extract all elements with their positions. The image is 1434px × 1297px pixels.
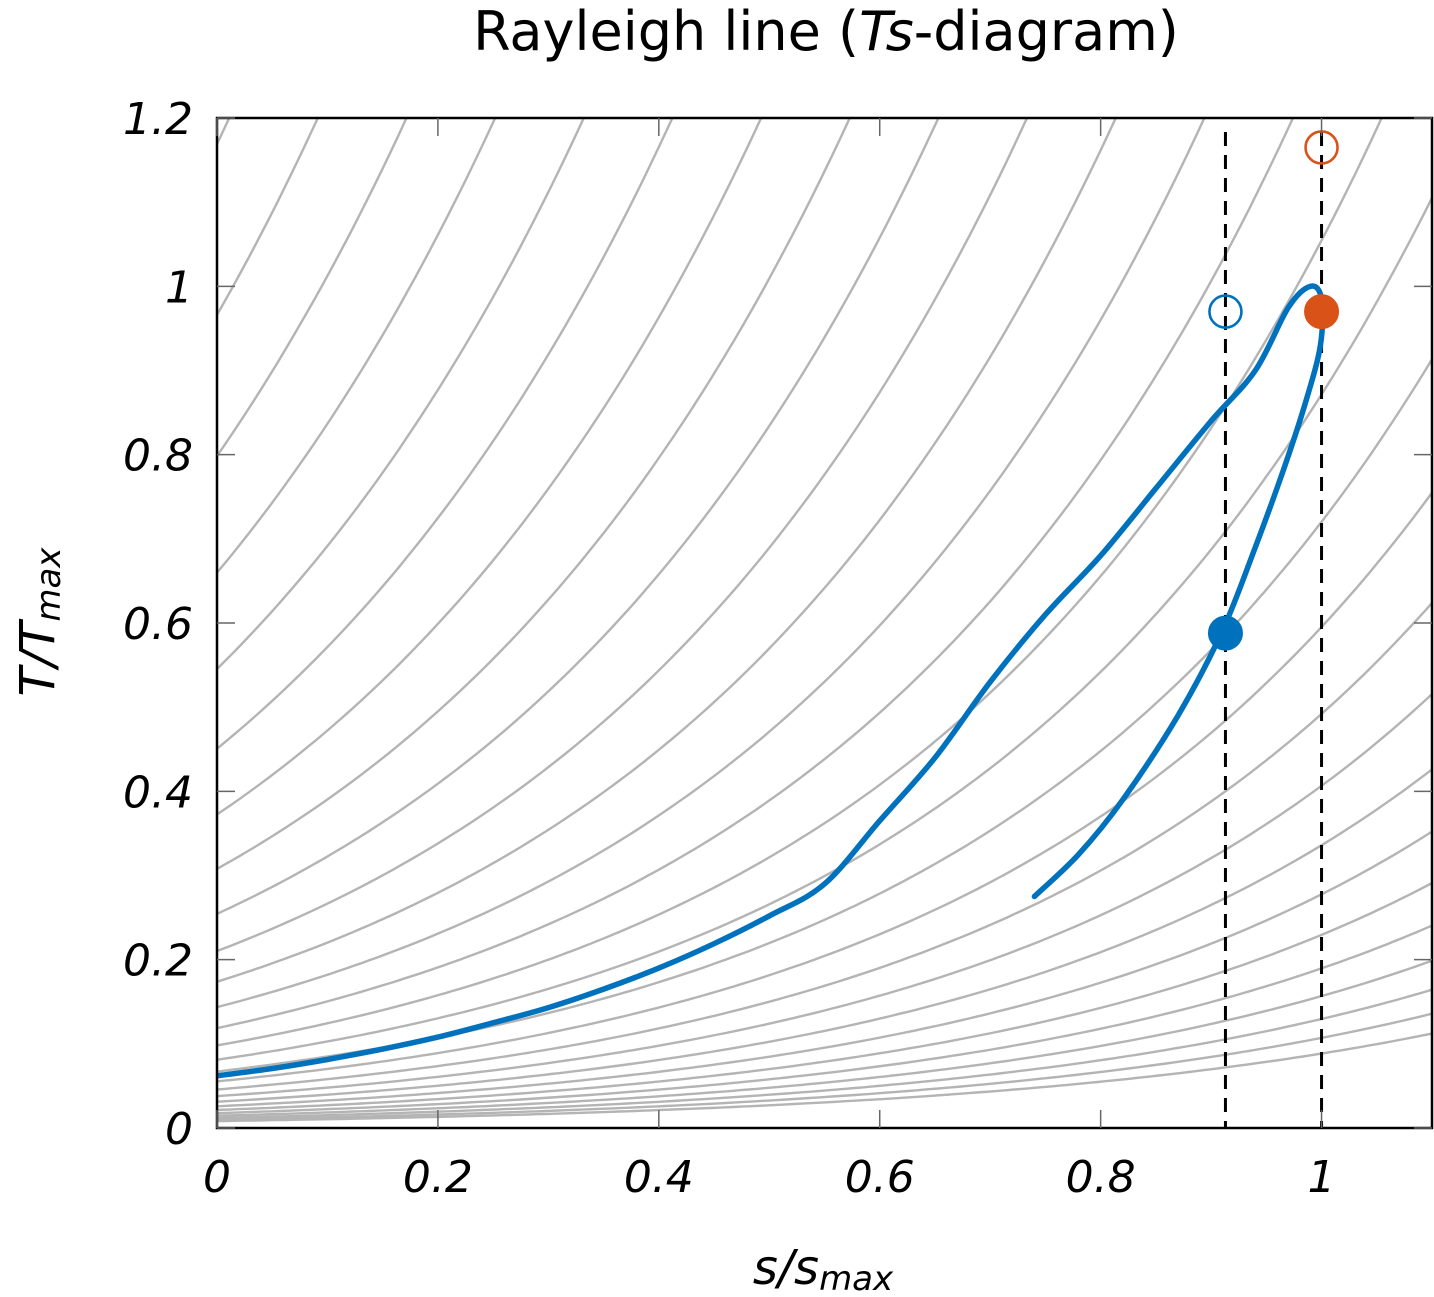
chart-title-prefix: Rayleigh line ( [473, 0, 859, 63]
isobar-curve [217, 118, 408, 457]
isobar-curve [217, 118, 1383, 1047]
isobar-curve [217, 768, 1432, 1103]
y-axis-label: T/Tmax [10, 547, 69, 697]
y-tick-label: 0 [165, 1104, 193, 1155]
isobar-curve [217, 1012, 1432, 1121]
y-tick-label: 0.4 [123, 767, 193, 818]
x-axis-label-sub: max [819, 1259, 894, 1297]
x-tick-label: 0.4 [624, 1152, 694, 1203]
isobar-curve [217, 118, 852, 870]
isobar-curve [217, 118, 586, 670]
isobar-curve [217, 197, 1432, 1061]
isobar-curve [217, 491, 1432, 1083]
y-axis-label-sub: max [29, 547, 69, 622]
x-axis-ticks: 0 0.2 0.4 0.6 0.8 1 [203, 118, 1336, 1203]
y-axis-label-base: T [10, 618, 66, 651]
y-tick-label: 1.2 [123, 94, 193, 145]
x-axis-label: s/smax [753, 1240, 894, 1297]
isobar-curve [217, 959, 1432, 1117]
isobar-curve [217, 118, 1206, 1009]
isobar-curve [217, 118, 1029, 953]
isobar-curve [217, 693, 1432, 1098]
isobar-curve [217, 118, 320, 316]
filled-state-marker [1207, 615, 1243, 651]
isobar-curve [217, 118, 940, 915]
x-axis-label-base: s [794, 1240, 819, 1296]
y-tick-label: 1 [165, 262, 193, 313]
isobar-curve [217, 988, 1432, 1120]
x-tick-label: 0.6 [845, 1152, 915, 1203]
y-axis-label-main: T [10, 663, 66, 696]
rayleigh-series [217, 283, 1326, 1079]
x-axis-label-main: s [753, 1240, 778, 1296]
x-tick-label: 0.2 [403, 1152, 473, 1203]
isobar-curve [217, 358, 1432, 1073]
chart-title-italic: Ts [859, 0, 914, 63]
y-tick-label: 0.6 [123, 599, 193, 650]
plot-frame [215, 116, 1434, 1130]
isobar-curve [217, 118, 231, 145]
isobar-curve [217, 118, 1295, 1030]
isobar-curve [217, 882, 1432, 1112]
chart-title-suffix: -diagram) [914, 0, 1179, 63]
y-tick-label: 0.2 [123, 936, 193, 987]
isobar-curve [217, 118, 763, 816]
isobar-curve [217, 118, 1118, 983]
x-tick-label: 1 [1308, 1152, 1336, 1203]
isobar-curve [217, 830, 1432, 1108]
isobar-curve [217, 118, 674, 750]
open-state-marker [1208, 294, 1243, 329]
y-axis-ticks: 0 0.2 0.4 0.6 0.8 1 1.2 [123, 94, 1432, 1155]
filled-state-marker [1304, 294, 1340, 330]
state-markers [1207, 130, 1340, 651]
x-tick-label: 0 [203, 1152, 231, 1203]
rayleigh-line [217, 283, 1326, 1079]
chart-title: Rayleigh line (Ts-diagram) [473, 0, 1179, 63]
isobar-curve [217, 602, 1432, 1091]
isobar-curve [217, 924, 1432, 1115]
y-tick-label: 0.8 [123, 431, 193, 482]
x-tick-label: 0.8 [1066, 1152, 1136, 1203]
isobar-curve [217, 1032, 1432, 1123]
isobar-curve [217, 118, 497, 574]
